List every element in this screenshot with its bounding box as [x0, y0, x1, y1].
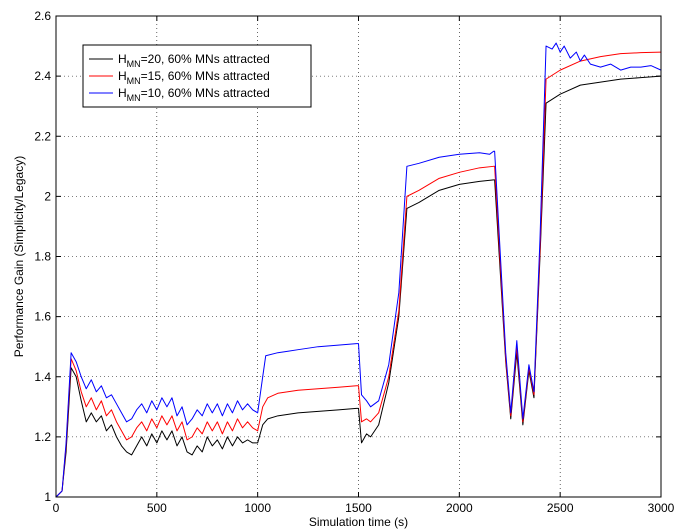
x-axis-label: Simulation time (s) — [309, 515, 408, 529]
x-tick-label: 0 — [53, 501, 60, 515]
legend-label-rest: =10, 60% MNs attracted — [141, 86, 270, 100]
y-tick-label: 2 — [44, 189, 51, 203]
y-tick-label: 2.2 — [34, 129, 51, 143]
y-tick-label: 2.4 — [34, 69, 51, 83]
legend-label-subscript: MN — [127, 93, 141, 103]
y-tick-label: 1.6 — [34, 310, 51, 324]
series-layer — [55, 42, 662, 498]
x-tick-labels: 0 500 1000 1500 2000 2500 3000 — [53, 501, 675, 515]
series-line-1 — [55, 75, 662, 498]
x-tick-label: 3000 — [648, 501, 675, 515]
y-tick-label: 1.8 — [34, 250, 51, 264]
y-tick-label: 1.4 — [34, 370, 51, 384]
legend-label-main: H — [118, 52, 127, 66]
legend-label-main: H — [118, 69, 127, 83]
y-tick-labels: 1 1.2 1.4 1.6 1.8 2 2.2 2.4 2.6 — [34, 9, 51, 504]
series-line-3 — [55, 42, 662, 498]
legend-label-subscript: MN — [127, 76, 141, 86]
x-tick-label: 1000 — [244, 501, 271, 515]
legend-box — [82, 44, 312, 108]
y-tick-label: 1 — [44, 490, 51, 504]
x-tick-label: 500 — [147, 501, 167, 515]
x-tick-label: 2500 — [547, 501, 574, 515]
legend-label-1: HMN=20, 60% MNs attracted — [118, 52, 270, 69]
legend-label-main: H — [118, 86, 127, 100]
x-tick-label: 1500 — [345, 501, 372, 515]
y-tick-label: 2.6 — [34, 9, 51, 23]
legend-label-rest: =15, 60% MNs attracted — [141, 69, 270, 83]
tick-marks — [55, 15, 662, 498]
x-tick-label: 2000 — [446, 501, 473, 515]
legend-label-2: HMN=15, 60% MNs attracted — [118, 69, 270, 86]
legend-label-rest: =20, 60% MNs attracted — [141, 52, 270, 66]
y-axis-label: Performance Gain (Simplicity/Legacy) — [12, 156, 26, 357]
legend-label-3: HMN=10, 60% MNs attracted — [118, 86, 270, 103]
y-tick-label: 1.2 — [34, 430, 51, 444]
legend-label-subscript: MN — [127, 59, 141, 69]
series-line-2 — [55, 51, 662, 498]
